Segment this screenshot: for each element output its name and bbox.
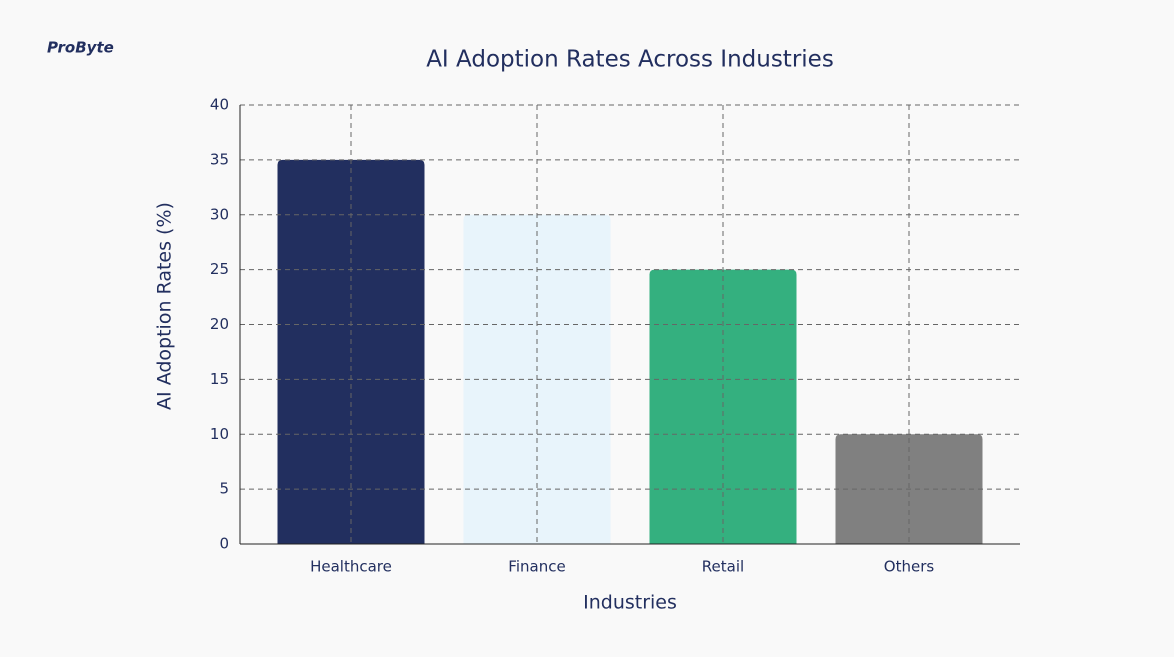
y-tick-label: 35 — [210, 150, 229, 168]
brand-logo: ProByte — [47, 39, 114, 57]
x-tick-label: Healthcare — [310, 558, 392, 576]
y-tick-label: 0 — [219, 535, 229, 553]
y-axis-label: AI Adoption Rates (%) — [154, 202, 176, 410]
y-tick-label: 5 — [219, 480, 229, 498]
x-tick-label: Finance — [508, 558, 565, 576]
x-tick-label: Retail — [702, 558, 744, 576]
y-tick-label: 30 — [210, 205, 229, 223]
y-tick-label: 25 — [210, 260, 229, 278]
y-tick-label: 40 — [210, 96, 229, 114]
y-tick-label: 10 — [210, 425, 229, 443]
chart-title: AI Adoption Rates Across Industries — [426, 47, 834, 73]
x-axis-label: Industries — [583, 592, 677, 614]
x-tick-label: Others — [884, 558, 935, 576]
y-tick-label: 20 — [210, 315, 229, 333]
y-tick-label: 15 — [210, 370, 229, 388]
